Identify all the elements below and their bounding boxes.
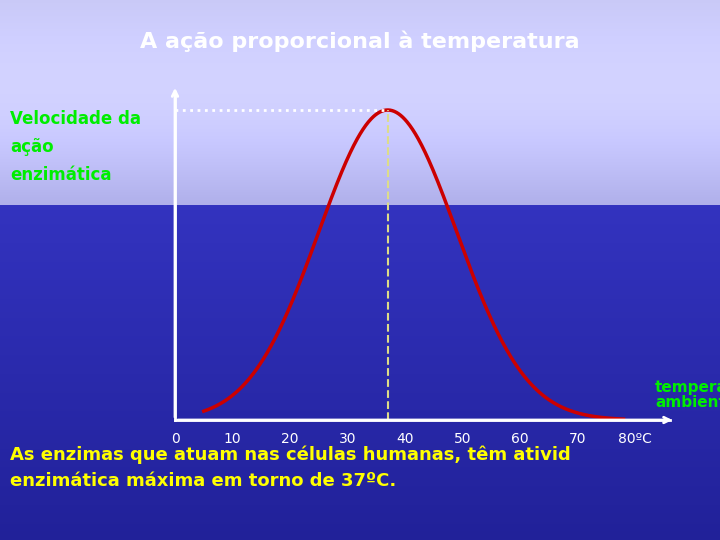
Text: 30: 30 [338, 432, 356, 446]
Text: temperatura: temperatura [655, 380, 720, 395]
Text: 70: 70 [569, 432, 586, 446]
Text: 40: 40 [396, 432, 414, 446]
Text: 50: 50 [454, 432, 472, 446]
Text: 80ºC: 80ºC [618, 432, 652, 446]
Text: 0: 0 [171, 432, 179, 446]
Text: enzimática máxima em torno de 37ºC.: enzimática máxima em torno de 37ºC. [10, 472, 396, 490]
Text: ambiental: ambiental [655, 395, 720, 410]
Text: enzimática: enzimática [10, 166, 112, 184]
Text: 10: 10 [224, 432, 241, 446]
Text: ação: ação [10, 138, 53, 156]
Text: 20: 20 [282, 432, 299, 446]
Text: As enzimas que atuam nas células humanas, têm ativid: As enzimas que atuam nas células humanas… [10, 445, 571, 463]
Text: Velocidade da: Velocidade da [10, 110, 141, 128]
Text: A ação proporcional à temperatura: A ação proporcional à temperatura [140, 30, 580, 51]
Text: 60: 60 [511, 432, 528, 446]
